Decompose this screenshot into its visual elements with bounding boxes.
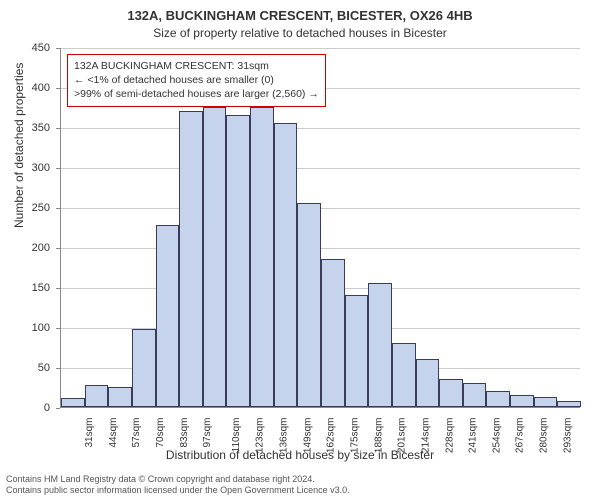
histogram-bar (486, 391, 510, 407)
histogram-bar (61, 398, 85, 407)
x-tick-label: 97sqm (202, 418, 213, 448)
y-tick-label: 250 (10, 202, 50, 214)
histogram-bar (416, 359, 440, 407)
histogram-bar (132, 329, 156, 407)
callout-line-3: >99% of semi-detached houses are larger … (74, 87, 319, 101)
histogram-bar (321, 259, 345, 407)
grid-line (61, 48, 580, 49)
histogram-bar (226, 115, 250, 407)
histogram-bar (392, 343, 416, 407)
histogram-bar (203, 107, 227, 407)
x-tick-label: 31sqm (84, 418, 95, 448)
chart-title-main: 132A, BUCKINGHAM CRESCENT, BICESTER, OX2… (0, 8, 600, 23)
y-tick-label: 150 (10, 282, 50, 294)
callout-line-1: 132A BUCKINGHAM CRESCENT: 31sqm (74, 59, 319, 73)
histogram-bar (368, 283, 392, 407)
callout-line-2: ← <1% of detached houses are smaller (0) (74, 73, 319, 87)
histogram-bar (179, 111, 203, 407)
footnote-line-2: Contains public sector information licen… (6, 485, 594, 496)
callout-box: 132A BUCKINGHAM CRESCENT: 31sqm ← <1% of… (67, 54, 326, 107)
histogram-bar (85, 385, 109, 407)
histogram-bar (156, 225, 180, 407)
histogram-bar (534, 397, 558, 407)
plot-area: 132A BUCKINGHAM CRESCENT: 31sqm ← <1% of… (60, 48, 580, 408)
y-tick-label: 0 (10, 402, 50, 414)
histogram-bar (463, 383, 487, 407)
y-tick-mark (56, 408, 60, 409)
y-tick-label: 350 (10, 122, 50, 134)
y-tick-label: 200 (10, 242, 50, 254)
histogram-chart: 132A, BUCKINGHAM CRESCENT, BICESTER, OX2… (0, 0, 600, 500)
footnote: Contains HM Land Registry data © Crown c… (6, 474, 594, 497)
histogram-bar (297, 203, 321, 407)
x-axis-label: Distribution of detached houses by size … (0, 448, 600, 462)
grid-line (61, 128, 580, 129)
y-tick-label: 400 (10, 82, 50, 94)
x-tick-label: 57sqm (131, 418, 142, 448)
histogram-bar (557, 401, 581, 407)
y-tick-label: 300 (10, 162, 50, 174)
histogram-bar (345, 295, 369, 407)
histogram-bar (510, 395, 534, 407)
histogram-bar (108, 387, 132, 407)
chart-title-sub: Size of property relative to detached ho… (0, 26, 600, 40)
histogram-bar (439, 379, 463, 407)
y-tick-label: 100 (10, 322, 50, 334)
footnote-line-1: Contains HM Land Registry data © Crown c… (6, 474, 594, 485)
x-tick-label: 44sqm (108, 418, 119, 448)
histogram-bar (274, 123, 298, 407)
grid-line (61, 168, 580, 169)
y-tick-label: 50 (10, 362, 50, 374)
y-tick-label: 450 (10, 42, 50, 54)
x-tick-label: 70sqm (155, 418, 166, 448)
histogram-bar (250, 107, 274, 407)
x-tick-label: 83sqm (179, 418, 190, 448)
